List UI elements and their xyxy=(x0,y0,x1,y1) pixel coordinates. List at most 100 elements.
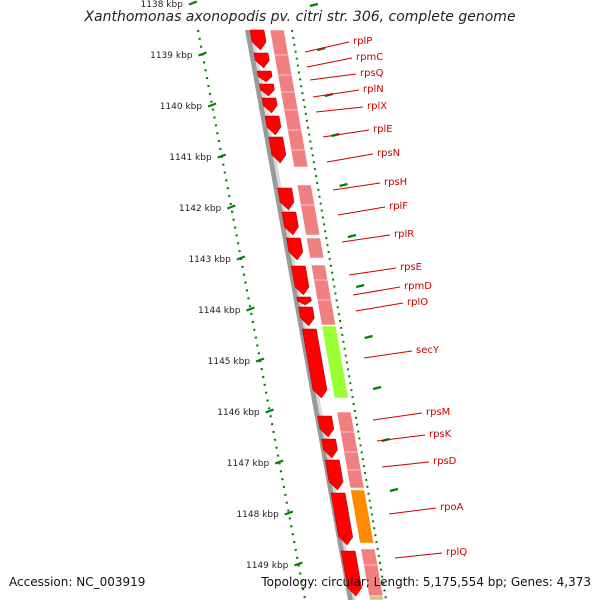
gene-leader-line xyxy=(372,412,423,421)
scale-tick xyxy=(255,357,265,363)
gene-labels: rplP rpmC rpsQ rplN rplX rplE rpsN rpsH rplF rplR… xyxy=(304,36,467,559)
gene-arrow-rpsK xyxy=(321,438,338,459)
track-tick xyxy=(347,233,357,239)
gene-label-rpmC: rpmC xyxy=(356,52,383,63)
gene-label-secY: secY xyxy=(416,345,440,356)
genome-summary: Topology: circular; Length: 5,175,554 bp… xyxy=(261,575,591,589)
track-tick xyxy=(309,2,319,8)
scale-tick xyxy=(226,204,236,210)
gene-label-rplN: rplN xyxy=(363,84,384,95)
gene-arrow-rplF xyxy=(281,211,299,236)
cog-block xyxy=(296,184,321,236)
gene-label-rpsK: rpsK xyxy=(429,429,452,440)
track-tick xyxy=(339,182,348,188)
gene-arrow-rpsQ xyxy=(256,70,273,83)
track-tick xyxy=(364,334,373,340)
kbp-scale: 1138 kbp 1139 kbp 1140 kbp 1141 kbp 1142 kbp… xyxy=(141,0,307,600)
gene-leader-line xyxy=(363,350,413,359)
gene-arrow-rplO xyxy=(298,306,315,327)
scale-label: 1145 kbp xyxy=(208,357,251,367)
gene-leader-line xyxy=(326,153,374,163)
accession-text: Accession: NC_003919 xyxy=(9,575,146,589)
scale-label: 1144 kbp xyxy=(198,306,241,316)
cog-track xyxy=(269,29,385,600)
gene-arrow-secY xyxy=(302,328,328,399)
gene-leader-line xyxy=(376,434,426,442)
gene-leader-line xyxy=(315,106,364,113)
scale-label: 1146 kbp xyxy=(217,408,260,418)
gene-label-rpsQ: rpsQ xyxy=(360,68,384,79)
gene-label-rplQ: rplQ xyxy=(446,547,467,558)
gene-label-rplX: rplX xyxy=(367,101,387,112)
gene-leader-line xyxy=(355,302,404,312)
scale-label: 1140 kbp xyxy=(160,102,203,112)
scale-tick xyxy=(217,153,227,159)
gene-leader-line xyxy=(332,182,381,191)
gene-leader-line xyxy=(348,267,397,276)
gene-arrow-rpmC xyxy=(253,52,270,69)
scale-label: 1149 kbp xyxy=(246,561,289,571)
gene-arrow-rplX xyxy=(261,97,278,114)
gene-label-rplR: rplR xyxy=(394,229,414,240)
track-tick xyxy=(355,283,365,289)
gene-leader-line xyxy=(312,89,360,98)
map-title: Xanthomonas axonopodis pv. citri str. 30… xyxy=(84,9,516,25)
gene-arrow-rpsH xyxy=(277,187,295,211)
gene-label-rplE: rplE xyxy=(373,124,393,135)
gene-arrow-rplE xyxy=(264,115,282,136)
gene-arrow-rpsD xyxy=(324,459,344,491)
gene-label-rpmD: rpmD xyxy=(404,281,432,292)
scale-tick xyxy=(198,51,207,57)
gene-arrow-rpsM xyxy=(317,415,335,438)
gene-label-rpsE: rpsE xyxy=(400,262,422,273)
gene-arrow-rplR xyxy=(286,237,304,261)
scale-label: 1138 kbp xyxy=(141,0,184,10)
gene-label-rpsM: rpsM xyxy=(426,407,450,418)
gene-leader-line xyxy=(304,41,350,53)
cog-block xyxy=(306,237,325,259)
gene-label-rpsH: rpsH xyxy=(384,177,407,188)
gene-leader-line xyxy=(352,286,401,296)
gene-arrow-rplQ xyxy=(340,550,362,597)
cog-block xyxy=(321,325,349,399)
gene-label-rplP: rplP xyxy=(353,36,372,47)
gene-label-rplF: rplF xyxy=(389,201,408,212)
cog-block xyxy=(269,29,309,168)
gene-label-rpsD: rpsD xyxy=(433,456,457,467)
gene-label-rplO: rplO xyxy=(407,297,428,308)
gene-leader-line xyxy=(306,57,353,68)
gene-leader-line xyxy=(381,461,430,468)
scale-label: 1143 kbp xyxy=(188,255,231,265)
gene-leader-line xyxy=(341,234,391,243)
gene-leader-line xyxy=(309,73,357,81)
scale-label: 1139 kbp xyxy=(150,51,193,61)
scale-tick xyxy=(246,306,255,312)
gene-leader-line xyxy=(337,206,386,216)
scale-tick xyxy=(274,459,284,465)
gene-track xyxy=(249,29,362,597)
scale-tick xyxy=(294,561,303,567)
cog-block xyxy=(350,489,375,544)
cog-block xyxy=(368,595,385,600)
track-tick xyxy=(316,46,326,52)
scale-label: 1141 kbp xyxy=(169,153,212,163)
gene-label-rpoA: rpoA xyxy=(440,502,464,513)
cog-block xyxy=(336,411,365,489)
gene-leader-line xyxy=(322,129,370,138)
scale-label: 1142 kbp xyxy=(179,204,222,214)
gene-arrow-rpmD xyxy=(296,296,312,306)
gene-arrow-rplP xyxy=(249,29,267,51)
track-tick xyxy=(389,487,399,493)
gene-arrow-rpsN xyxy=(268,136,287,164)
scale-tick xyxy=(207,102,217,108)
scale-tick xyxy=(188,0,198,6)
gene-label-rpsN: rpsN xyxy=(377,148,400,159)
scale-tick xyxy=(236,255,246,261)
gene-leader-line xyxy=(394,552,443,559)
cog-block xyxy=(310,264,336,326)
scale-label: 1148 kbp xyxy=(236,510,279,520)
gene-arrow-rpsE xyxy=(291,265,310,296)
scale-tick xyxy=(284,510,294,516)
scale-label: 1147 kbp xyxy=(227,459,270,469)
gene-arrow-rpoA xyxy=(330,492,353,546)
